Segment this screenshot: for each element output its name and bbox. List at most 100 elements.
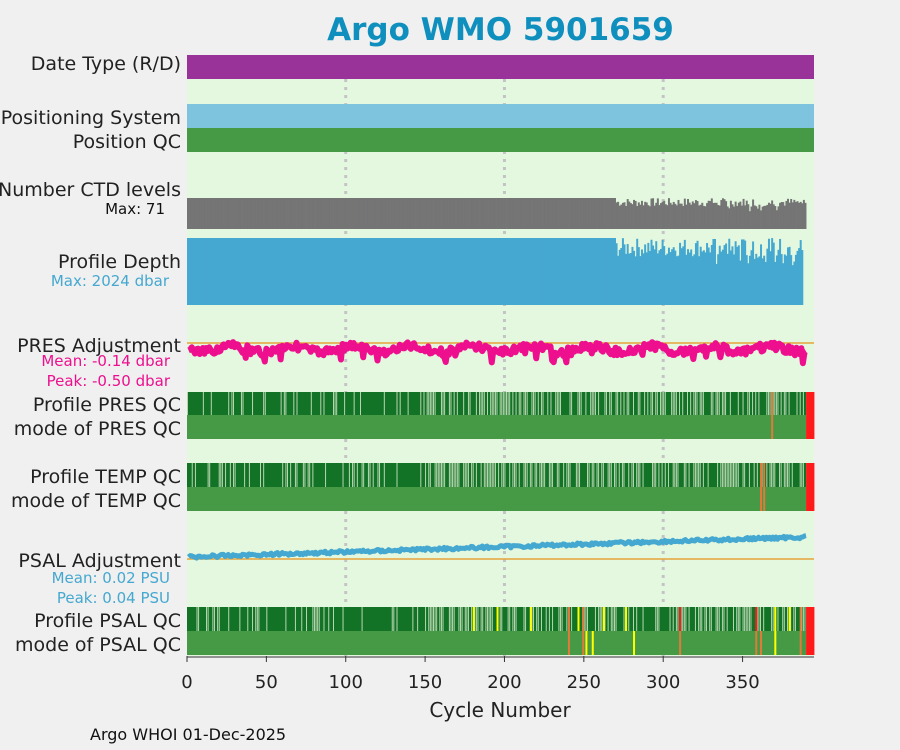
data-bar: [366, 198, 369, 229]
qc-stripe: [680, 607, 682, 631]
data-bar: [772, 242, 775, 305]
qc-stripe: [323, 392, 325, 415]
qc-stripe: [748, 463, 750, 487]
data-bar: [507, 238, 510, 305]
data-bar: [282, 198, 285, 229]
data-bar: [434, 238, 437, 305]
data-bar: [691, 201, 694, 229]
qc-stripe: [783, 463, 785, 487]
data-bar: [226, 198, 229, 229]
data-bar: [221, 238, 224, 305]
data-bar: [367, 238, 370, 305]
qc-stripe: [747, 607, 749, 631]
data-bar: [742, 198, 745, 229]
qc-stripe: [585, 392, 587, 415]
qc-stripe: [252, 607, 254, 631]
data-bar: [494, 238, 497, 305]
data-bar: [350, 198, 353, 229]
qc-stripe: [791, 463, 793, 487]
data-bar: [274, 198, 277, 229]
data-bar: [574, 238, 577, 305]
qc-stripe: [642, 463, 644, 487]
qc-flag: [567, 607, 570, 631]
data-bar: [345, 198, 348, 229]
data-bar: [485, 238, 488, 305]
qc-stripe: [613, 607, 615, 631]
qc-stripe: [483, 392, 485, 415]
qc-stripe: [793, 607, 795, 631]
data-bar: [696, 240, 699, 305]
qc-stripe: [207, 463, 209, 487]
data-bar: [618, 249, 621, 305]
qc-stripe: [717, 463, 719, 487]
data-bar: [218, 238, 221, 305]
data-bar: [601, 198, 604, 229]
data-bar: [590, 198, 593, 229]
data-bar: [442, 198, 445, 229]
qc-stripe: [675, 392, 677, 415]
qc-stripe: [494, 463, 496, 487]
qc-stripe: [515, 607, 517, 631]
data-bar: [521, 238, 524, 305]
qc-stripe: [526, 463, 528, 487]
data-bar: [742, 239, 745, 305]
data-bar: [553, 198, 556, 229]
qc-flag: [602, 607, 605, 631]
data-bar: [518, 238, 521, 305]
qc-stripe: [628, 463, 630, 487]
qc-flag: [809, 631, 812, 655]
data-bar: [575, 198, 578, 229]
qc-stripe: [655, 607, 657, 631]
qc-stripe: [464, 463, 466, 487]
qc-stripe: [542, 392, 544, 415]
qc-stripe: [701, 607, 703, 631]
qc-stripe: [450, 392, 452, 415]
data-bar: [274, 238, 277, 305]
qc-stripe: [591, 392, 593, 415]
qc-stripe: [228, 607, 230, 631]
data-bar: [552, 238, 555, 305]
qc-stripe: [429, 392, 431, 415]
data-bar: [763, 255, 766, 305]
qc-stripe: [531, 463, 533, 487]
data-bar: [490, 198, 493, 229]
qc-flag: [760, 463, 763, 487]
data-bar: [429, 238, 432, 305]
qc-stripe: [506, 392, 508, 415]
qc-stripe: [744, 607, 746, 631]
data-bar: [618, 205, 621, 229]
data-bar: [601, 238, 604, 305]
data-bar: [228, 238, 231, 305]
qc-stripe: [723, 463, 725, 487]
qc-stripe: [690, 392, 692, 415]
qc-stripe: [515, 392, 517, 415]
data-bar: [388, 198, 391, 229]
data-bar: [413, 198, 416, 229]
data-bar: [583, 198, 586, 229]
qc-stripe: [636, 607, 638, 631]
qc-stripe: [417, 607, 419, 631]
data-bar: [513, 198, 516, 229]
data-bar: [398, 238, 401, 305]
qc-stripe: [420, 392, 422, 415]
data-bar: [755, 253, 758, 305]
qc-stripe: [453, 392, 455, 415]
data-bar: [647, 242, 650, 305]
data-bar: [344, 198, 347, 229]
data-bar: [512, 198, 515, 229]
qc-stripe: [512, 392, 514, 415]
qc-stripe: [336, 392, 338, 415]
data-bar: [728, 208, 731, 229]
qc-stripe: [544, 463, 546, 487]
data-bar: [190, 238, 193, 305]
data-bar: [512, 238, 515, 305]
data-bar: [240, 238, 243, 305]
qc-stripe: [461, 607, 463, 631]
data-bar: [550, 198, 553, 229]
qc-stripe: [361, 607, 363, 631]
data-bar: [680, 248, 683, 305]
qc-stripe: [688, 463, 690, 487]
qc-stripe: [463, 463, 465, 487]
data-bar: [718, 245, 721, 305]
qc-stripe: [656, 392, 658, 415]
